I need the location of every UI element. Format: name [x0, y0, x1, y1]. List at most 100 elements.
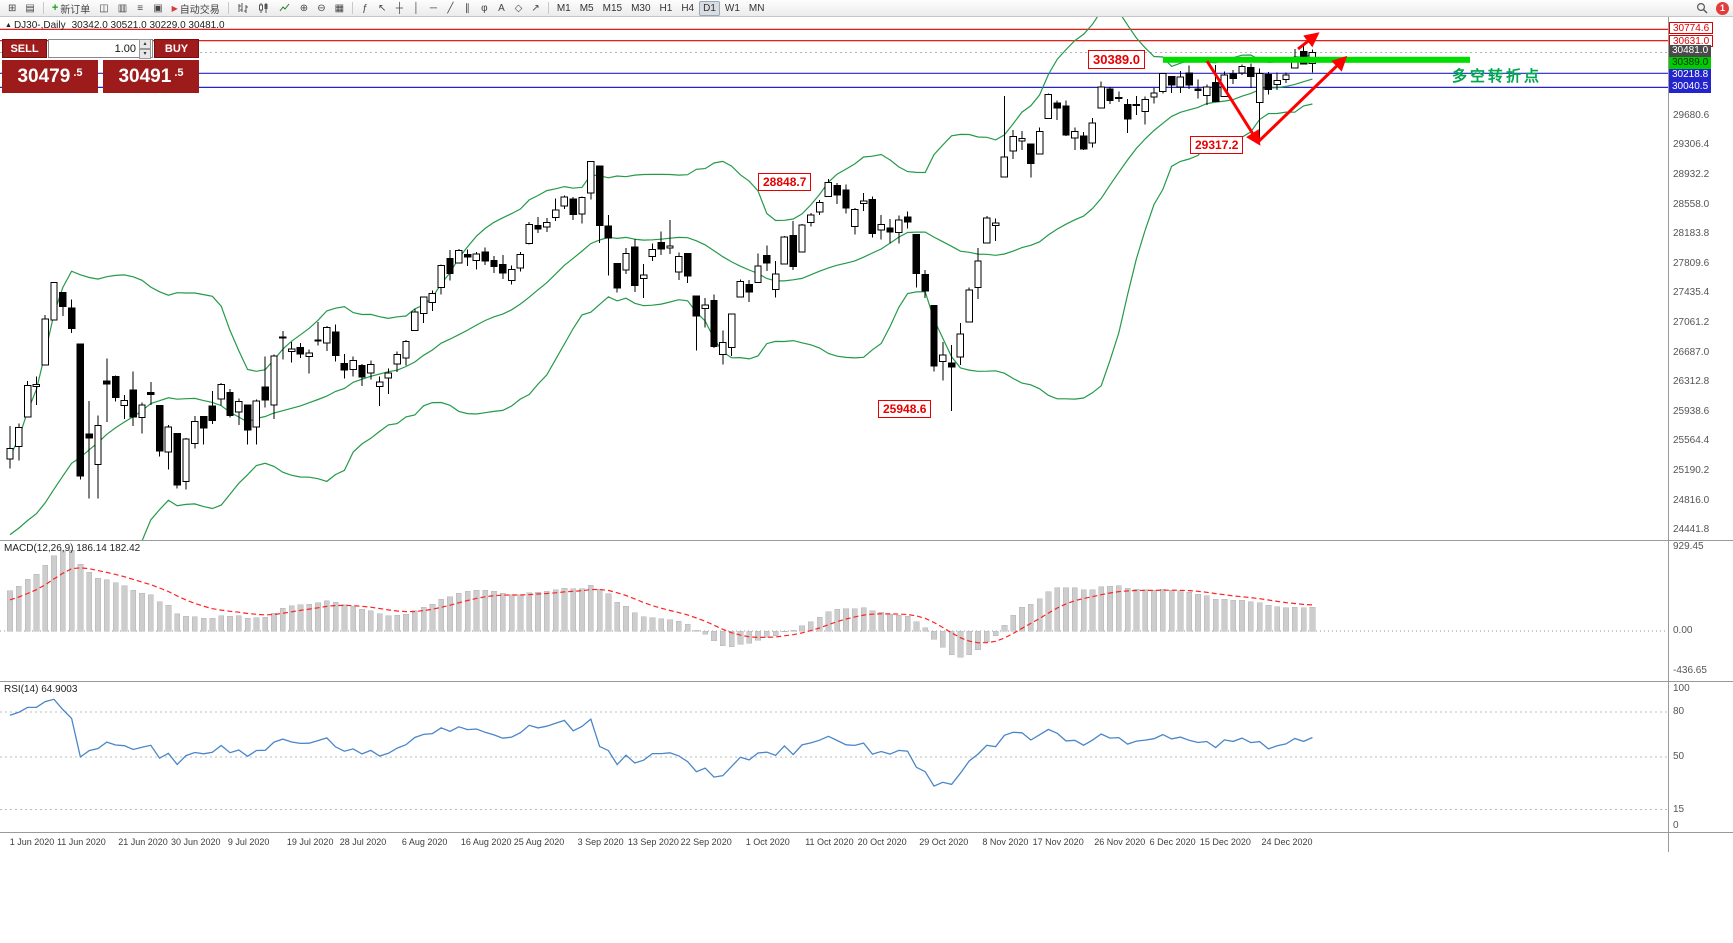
sell-button[interactable]: SELL	[2, 39, 47, 58]
price-label-28848[interactable]: 28848.7	[758, 173, 812, 191]
candlestick-chart[interactable]	[0, 17, 1668, 540]
tile-windows-button[interactable]: ▦	[331, 1, 348, 16]
bar-chart-icon	[238, 3, 248, 13]
price-label-30389[interactable]: 30389.0	[1088, 50, 1145, 69]
navigator-icon: ≡	[137, 2, 144, 14]
spinner-down-icon[interactable]: ▾	[139, 48, 151, 59]
macd-axis-label: -436.65	[1673, 664, 1707, 676]
price-axis-label: 24816.0	[1673, 494, 1710, 506]
new-chart-icon: ⊞	[8, 2, 17, 14]
shapes-icon: ◇	[514, 2, 523, 14]
search-button[interactable]	[1692, 1, 1712, 16]
macd-chart[interactable]	[0, 541, 1668, 681]
volume-spinner[interactable]: ▴ ▾	[139, 38, 151, 59]
channel-button[interactable]: ∥	[459, 1, 475, 16]
rsi-axis-label: 50	[1673, 751, 1685, 762]
crosshair-icon: ┼	[395, 2, 403, 14]
channel-icon: ∥	[464, 2, 470, 14]
date-label: 13 Sep 2020	[627, 837, 679, 847]
timeframe-MN-button[interactable]: MN	[748, 2, 765, 14]
date-label: 25 Aug 2020	[513, 837, 565, 847]
buy-button[interactable]: BUY	[154, 39, 199, 58]
rsi-axis[interactable]: 100 80 50 15 0	[1669, 682, 1733, 832]
profiles-button[interactable]: ▤	[21, 1, 38, 16]
timeframe-H4-button[interactable]: H4	[681, 2, 695, 14]
price-axis-label: 28558.0	[1673, 198, 1710, 210]
fibonacci-icon: φ	[481, 2, 488, 14]
toolbar-separator	[42, 2, 44, 14]
price-axis-label: 25190.2	[1673, 465, 1710, 476]
vertical-line-button[interactable]: │	[408, 1, 424, 16]
volume-value: 1.00	[114, 42, 136, 55]
zoom-in-button[interactable]: ⊕	[296, 1, 312, 16]
date-label: 16 Aug 2020	[460, 837, 512, 847]
line-chart-button[interactable]	[275, 1, 295, 16]
timeframe-M15-button[interactable]: M15	[602, 2, 623, 14]
new-chart-button[interactable]: ⊞	[4, 1, 20, 16]
macd-axis[interactable]: 929.45 0.00 -436.65	[1669, 541, 1733, 681]
new-order-label: 新订单	[60, 4, 91, 16]
trendline-button[interactable]: ╱	[442, 1, 458, 16]
market-watch-button[interactable]: ◫	[95, 1, 112, 16]
new-order-button[interactable]: + 新订单	[48, 1, 94, 16]
cursor-button[interactable]: ↖	[374, 1, 390, 16]
spinner-up-icon[interactable]: ▴	[139, 38, 151, 49]
date-label: 6 Dec 2020	[1149, 837, 1196, 847]
zoom-out-button[interactable]: ⊖	[313, 1, 329, 16]
price-label-25948[interactable]: 25948.6	[878, 400, 932, 418]
crosshair-button[interactable]: ┼	[391, 1, 407, 16]
symbol-period: DJ30-,Daily	[13, 20, 66, 31]
time-axis[interactable]: 1 Jun 2020 11 Jun 2020 21 Jun 2020 30 Jun 2…	[0, 832, 1733, 852]
one-click-trade-panel: SELL 1.00 ▴ ▾ BUY 30479.5 30491.5	[2, 38, 199, 93]
price-tag-blue: 30040.5	[1669, 81, 1712, 94]
navigator-button[interactable]: ≡	[132, 1, 148, 16]
price-axis[interactable]: 29680.6 29306.4 28932.2 28558.0 28183.8 27809…	[1669, 17, 1733, 540]
price-axis-label: 24441.8	[1673, 524, 1710, 536]
buy-price-tile[interactable]: 30491.5	[103, 60, 199, 93]
date-label: 29 Oct 2020	[919, 837, 969, 847]
date-label: 21 Jun 2020	[118, 837, 168, 847]
date-label: 19 Jul 2020	[286, 837, 334, 847]
sell-price-tile[interactable]: 30479.5	[2, 60, 98, 93]
bar-chart-button[interactable]	[233, 1, 253, 16]
rsi-chart[interactable]	[0, 682, 1668, 832]
vertical-line-icon: │	[413, 2, 420, 14]
price-axis-label: 28932.2	[1673, 169, 1710, 180]
terminal-icon: ▣	[153, 2, 163, 14]
timeframe-H1-button[interactable]: H1	[659, 2, 673, 14]
horizontal-line-button[interactable]: ─	[425, 1, 441, 16]
timeframe-W1-button[interactable]: W1	[724, 2, 740, 14]
price-tag-red: 30774.6	[1669, 22, 1714, 35]
candle-chart-button[interactable]	[254, 1, 274, 16]
turning-point-text[interactable]: 多空转折点	[1452, 68, 1543, 85]
chart-title: ▲ DJ30-,Daily 30342.0 30521.0 30229.0 3048…	[5, 20, 225, 31]
notification-badge[interactable]: 1	[1716, 1, 1729, 15]
fibonacci-button[interactable]: φ	[476, 1, 492, 16]
date-label: 1 Oct 2020	[745, 837, 790, 847]
indicators-button[interactable]: ƒ	[357, 1, 373, 16]
text-tool-button[interactable]: A	[493, 1, 509, 16]
volume-input[interactable]: 1.00 ▴ ▾	[48, 38, 153, 59]
toolbar-separator	[547, 2, 549, 14]
timeframe-M1-button[interactable]: M1	[556, 2, 571, 14]
horizontal-line-icon: ─	[429, 2, 437, 14]
macd-axis-label: 0.00	[1673, 625, 1693, 636]
timeframe-group: M1 M5 M15 M30 H1 H4 D1 W1 MN	[553, 0, 769, 16]
autotrade-button[interactable]: ▶ 自动交易	[168, 1, 224, 16]
search-icon	[1696, 2, 1708, 14]
shapes-button[interactable]: ◇	[510, 1, 526, 16]
timeframe-M30-button[interactable]: M30	[631, 2, 651, 14]
buy-price: 30491	[118, 65, 172, 87]
timeframe-D1-button[interactable]: D1	[699, 0, 720, 16]
date-label: 17 Nov 2020	[1032, 837, 1084, 847]
data-window-button[interactable]: ▥	[114, 1, 131, 16]
price-label-29317[interactable]: 29317.2	[1190, 136, 1244, 154]
autotrade-icon: ▶	[171, 3, 178, 13]
terminal-button[interactable]: ▣	[149, 1, 166, 16]
price-axis-label: 27061.2	[1673, 317, 1710, 328]
date-label: 24 Dec 2020	[1261, 837, 1313, 847]
arrow-tool-button[interactable]: ↗	[527, 1, 543, 16]
timeframe-M5-button[interactable]: M5	[579, 2, 594, 14]
zoom-out-icon: ⊖	[317, 2, 326, 14]
